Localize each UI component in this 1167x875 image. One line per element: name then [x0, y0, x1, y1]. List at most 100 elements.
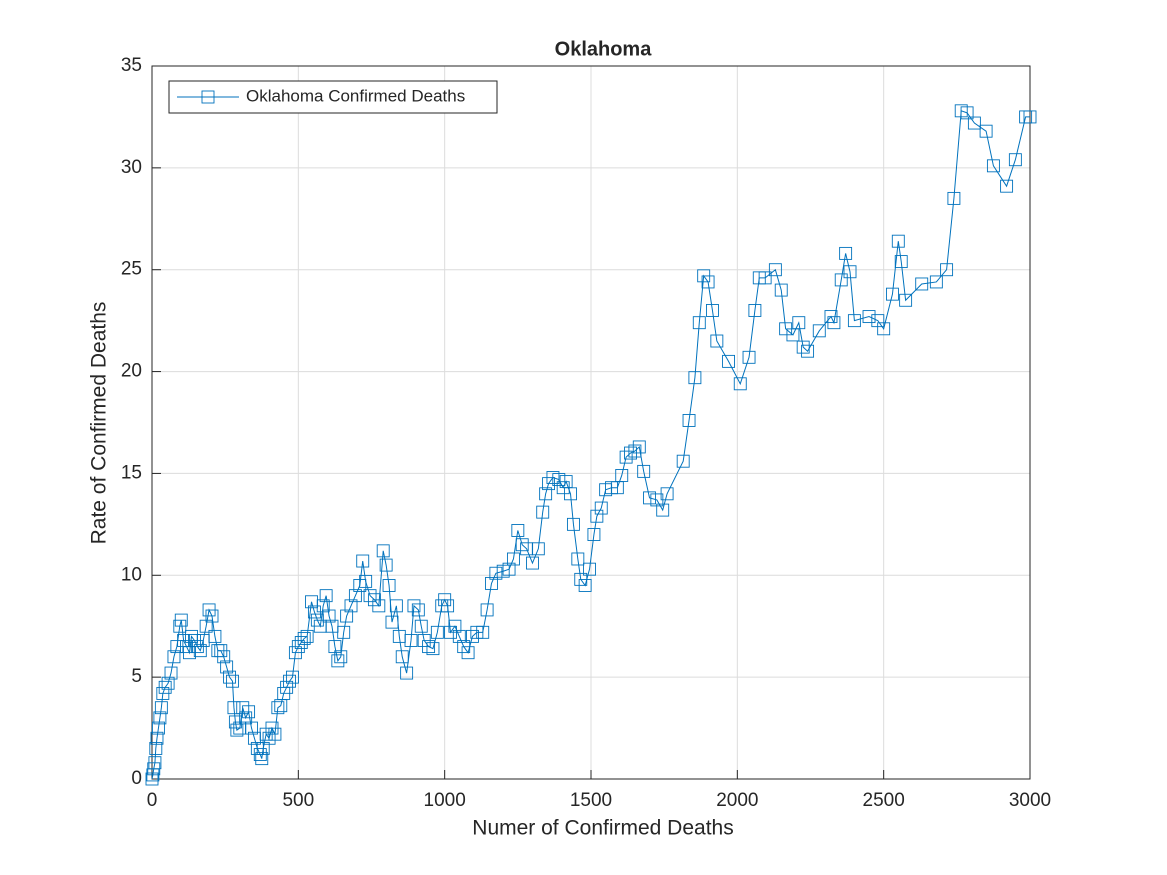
data-point	[506, 552, 520, 566]
data-point	[426, 642, 440, 656]
data-point	[986, 159, 1000, 173]
x-tick-label: 2500	[863, 790, 905, 811]
data-point	[915, 277, 929, 291]
data-point	[217, 650, 231, 664]
data-point	[286, 670, 299, 684]
data-point	[894, 255, 908, 269]
data-point	[628, 444, 642, 458]
data-point	[733, 377, 747, 391]
data-point	[145, 772, 159, 786]
data-point	[511, 524, 525, 537]
data-point	[758, 271, 772, 285]
data-point	[960, 106, 974, 120]
data-point	[153, 711, 167, 725]
data-point	[205, 609, 219, 623]
data-point	[334, 650, 348, 664]
y-tick-label: 25	[121, 259, 142, 280]
data-point	[452, 629, 466, 643]
data-point	[476, 625, 490, 639]
data-point	[411, 603, 425, 617]
data-point	[862, 310, 876, 324]
data-point	[359, 574, 373, 588]
data-point	[564, 487, 577, 501]
data-point	[688, 371, 702, 385]
data-point	[489, 566, 503, 580]
data-point	[283, 674, 297, 688]
data-point	[877, 322, 891, 336]
data-point	[792, 316, 806, 330]
data-point	[208, 629, 222, 643]
data-point	[742, 350, 756, 364]
data-point	[220, 660, 234, 674]
data-point	[385, 615, 399, 629]
data-point	[319, 589, 333, 603]
data-point	[615, 469, 629, 482]
chart-title: Oklahoma	[555, 38, 653, 60]
data-point	[363, 589, 377, 603]
data-point	[193, 644, 207, 658]
data-point	[300, 629, 314, 643]
data-point	[154, 701, 168, 715]
data-point	[448, 619, 462, 633]
data-point	[594, 501, 608, 515]
data-point	[395, 650, 409, 664]
data-point	[422, 640, 436, 654]
y-axis-label: Rate of Confirmed Deaths	[88, 302, 111, 545]
data-point	[227, 701, 241, 715]
data-point	[407, 599, 421, 613]
data-point	[1000, 179, 1014, 193]
x-tick-label: 3000	[1009, 790, 1051, 811]
x-tick-label: 1000	[424, 790, 466, 811]
data-point	[502, 562, 516, 576]
data-point	[158, 680, 172, 694]
data-point	[827, 316, 841, 330]
data-point	[701, 275, 715, 289]
x-tick-label: 2000	[716, 790, 758, 811]
legend-label: Oklahoma Confirmed Deaths	[246, 86, 465, 105]
data-point	[847, 314, 861, 328]
data-point	[150, 731, 164, 745]
data-point	[1023, 110, 1037, 124]
data-point	[899, 293, 913, 307]
data-point	[480, 603, 494, 617]
data-point	[796, 340, 810, 354]
data-point	[583, 562, 596, 576]
data-point	[271, 701, 285, 715]
data-point	[485, 576, 498, 590]
data-point	[174, 613, 188, 627]
data-point	[566, 517, 580, 531]
data-line	[151, 110, 1030, 780]
data-point	[706, 304, 719, 317]
data-point	[1008, 153, 1022, 167]
data-point	[885, 287, 899, 301]
x-tick-label: 0	[147, 790, 158, 811]
data-point	[839, 246, 853, 260]
x-tick-label: 1500	[570, 790, 612, 811]
data-point	[331, 654, 345, 668]
data-point	[230, 723, 244, 737]
data-point	[891, 234, 905, 248]
data-point	[571, 552, 585, 566]
legend-marker	[201, 90, 215, 104]
data-point	[578, 579, 592, 592]
data-point	[843, 265, 857, 279]
data-point	[656, 503, 670, 517]
data-point	[161, 676, 175, 690]
data-point	[441, 599, 455, 613]
data-point	[660, 487, 674, 501]
data-point	[430, 625, 444, 639]
data-point	[382, 579, 396, 592]
data-point	[337, 625, 351, 639]
data-point	[682, 414, 696, 427]
y-tick-label: 20	[121, 361, 142, 382]
data-point	[151, 721, 165, 735]
y-tick-label: 35	[121, 55, 142, 76]
data-point	[356, 554, 370, 568]
data-point	[692, 316, 706, 330]
data-point	[801, 344, 815, 358]
data-point	[515, 538, 529, 552]
data-point	[226, 674, 239, 688]
data-point	[242, 705, 256, 719]
data-point	[587, 528, 601, 541]
